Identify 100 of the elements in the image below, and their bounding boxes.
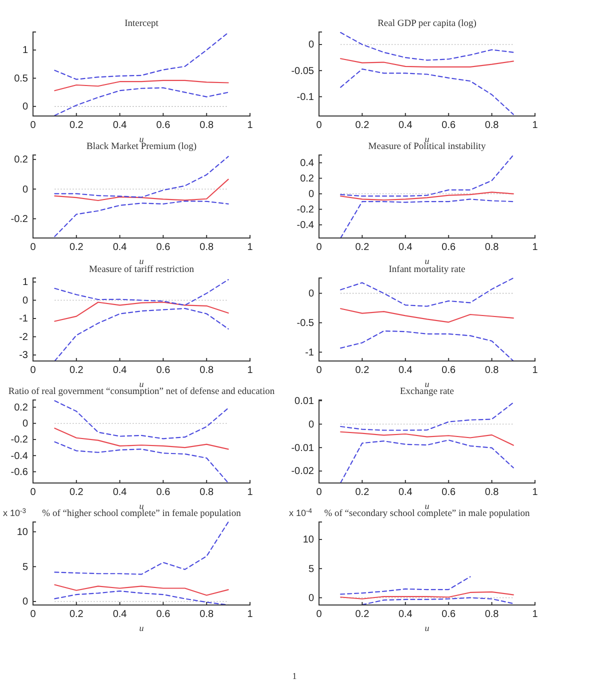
x-tick-label: 0.4 xyxy=(398,487,413,498)
x-tick-label: 0.2 xyxy=(69,365,84,376)
y-tick-label: -0.2 xyxy=(296,204,314,216)
y-tick-label: 10 xyxy=(302,534,314,546)
x-tick-label: 0.4 xyxy=(398,120,413,132)
x-tick-label: 0.2 xyxy=(69,487,84,498)
x-axis-title: u xyxy=(139,256,144,266)
x-tick-label: 1 xyxy=(247,365,254,376)
x-axis-title: u xyxy=(424,501,430,511)
x-tick-label: 0.8 xyxy=(200,609,214,620)
x-tick-label: 0.2 xyxy=(355,609,370,620)
x-tick-label: 0.8 xyxy=(200,242,214,254)
y-tick-label: 0 xyxy=(308,188,314,200)
x-tick-label: 0.8 xyxy=(484,609,500,620)
x-tick-label: 1 xyxy=(532,120,538,132)
line-series xyxy=(340,591,514,600)
x-tick-label: 0.6 xyxy=(156,365,171,376)
y-tick-label: -0.01 xyxy=(291,442,314,454)
x-axis-title: u xyxy=(424,379,430,389)
text: x 10$^{-4}$ xyxy=(289,508,312,518)
line-series xyxy=(340,154,514,197)
x-tick-label: 0.6 xyxy=(156,487,171,498)
line-series xyxy=(340,576,471,595)
x-tick-label: 0 xyxy=(316,487,322,498)
line-series xyxy=(54,87,229,116)
line-series xyxy=(54,308,229,362)
y-tick-label: -1 xyxy=(19,314,28,325)
x-tick-label: 0.4 xyxy=(398,365,413,376)
y-tick-label: -0.2 xyxy=(10,434,28,446)
line-series xyxy=(340,330,514,362)
x-tick-label: 1 xyxy=(247,120,254,132)
line-series xyxy=(340,58,514,68)
chart-title: Real GDP per capita (log) xyxy=(378,19,476,29)
line-series xyxy=(54,32,229,80)
y-tick-label: 0 xyxy=(22,184,28,196)
line-series xyxy=(340,277,514,307)
x-tick-label: 0.4 xyxy=(112,242,128,254)
y-tick-label: 0 xyxy=(308,288,314,300)
x-tick-label: 0 xyxy=(316,365,322,376)
y-tick-label: -2 xyxy=(19,332,28,343)
x-tick-label: 0.6 xyxy=(156,609,171,620)
x-tick-label: 0.4 xyxy=(398,609,413,620)
x-tick-label: 0 xyxy=(30,487,36,498)
x-tick-label: 0 xyxy=(30,609,36,620)
line-series xyxy=(54,428,229,450)
x-tick-label: 0.2 xyxy=(69,120,84,132)
x-tick-label: 0 xyxy=(30,242,36,254)
y-tick-label: 0.2 xyxy=(300,173,314,184)
y-tick-label: 0.2 xyxy=(14,154,28,166)
chart-title: Infant mortality rate xyxy=(388,265,466,275)
y-tick-label: 0 xyxy=(308,592,314,604)
line-series xyxy=(340,308,514,323)
line-series xyxy=(54,302,229,322)
chart-title: Measure of tariff restriction xyxy=(88,265,194,275)
line-series xyxy=(340,192,514,201)
x-tick-label: 0.6 xyxy=(442,242,456,254)
y-tick-label: -3 xyxy=(19,350,28,362)
x-tick-label: 0.6 xyxy=(442,365,456,376)
chart-title: Measure of Political instability xyxy=(368,142,486,152)
x-tick-label: 0.2 xyxy=(355,365,370,376)
y-tick-label: -0.1 xyxy=(296,92,314,103)
line-series xyxy=(340,32,514,61)
x-tick-label: 0.6 xyxy=(442,487,456,498)
y-tick-label: 1 xyxy=(22,277,28,288)
y-tick-label: 0 xyxy=(22,102,28,113)
y-tick-label: -0.6 xyxy=(10,466,28,478)
x-tick-label: 0 xyxy=(30,365,36,376)
line-series xyxy=(340,68,514,115)
line-series xyxy=(54,200,229,238)
x-tick-label: 1 xyxy=(247,609,254,620)
x-tick-label: 0.8 xyxy=(484,120,500,132)
x-tick-label: 1 xyxy=(247,487,254,498)
x-tick-label: 0.2 xyxy=(69,242,84,254)
x-tick-label: 1 xyxy=(532,609,538,620)
y-tick-label: 0.4 xyxy=(300,158,314,169)
x-tick-label: 0.4 xyxy=(112,609,128,620)
x-tick-label: 0 xyxy=(316,242,322,254)
line-series xyxy=(362,597,514,606)
x-tick-label: 1 xyxy=(532,365,538,376)
x-tick-label: 0.6 xyxy=(156,242,171,254)
y-tick-label: 0.01 xyxy=(294,396,314,407)
y-tick-label: 5 xyxy=(308,564,314,575)
x-axis-title: u xyxy=(139,623,144,633)
chart-title: Exchange rate xyxy=(400,387,454,397)
y-tick-label: -0.4 xyxy=(10,450,28,462)
chart-title: % of “secondary school complete” in male population xyxy=(324,509,530,519)
line-series xyxy=(54,178,229,202)
line-series xyxy=(54,156,229,198)
line-series xyxy=(54,80,229,92)
y-tick-label: -1 xyxy=(305,347,314,358)
x-tick-label: 0.8 xyxy=(484,365,500,376)
line-series xyxy=(54,584,229,596)
y-tick-label: 0.2 xyxy=(14,402,28,414)
x-tick-label: 0.6 xyxy=(442,120,456,132)
x-axis-title: u xyxy=(139,134,144,144)
x-tick-label: 0.2 xyxy=(355,487,370,498)
line-series xyxy=(54,400,229,440)
text: x 10$^{-3}$ xyxy=(3,508,26,518)
line-series xyxy=(54,441,229,484)
line-series xyxy=(54,279,229,306)
